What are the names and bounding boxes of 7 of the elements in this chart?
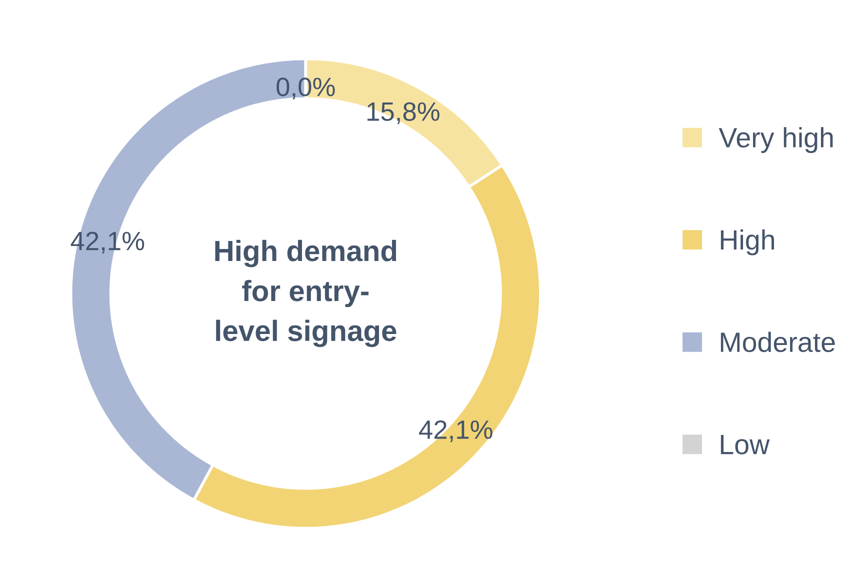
data-label: 15,8% <box>368 102 440 124</box>
legend-label: Low <box>720 434 770 454</box>
legend-label: Very high <box>718 127 833 154</box>
legend-label: Moderate <box>720 332 835 352</box>
legend-label: High <box>720 229 774 256</box>
text: High demand for entry- level signage <box>215 240 396 348</box>
text: 0,0% <box>276 78 335 100</box>
